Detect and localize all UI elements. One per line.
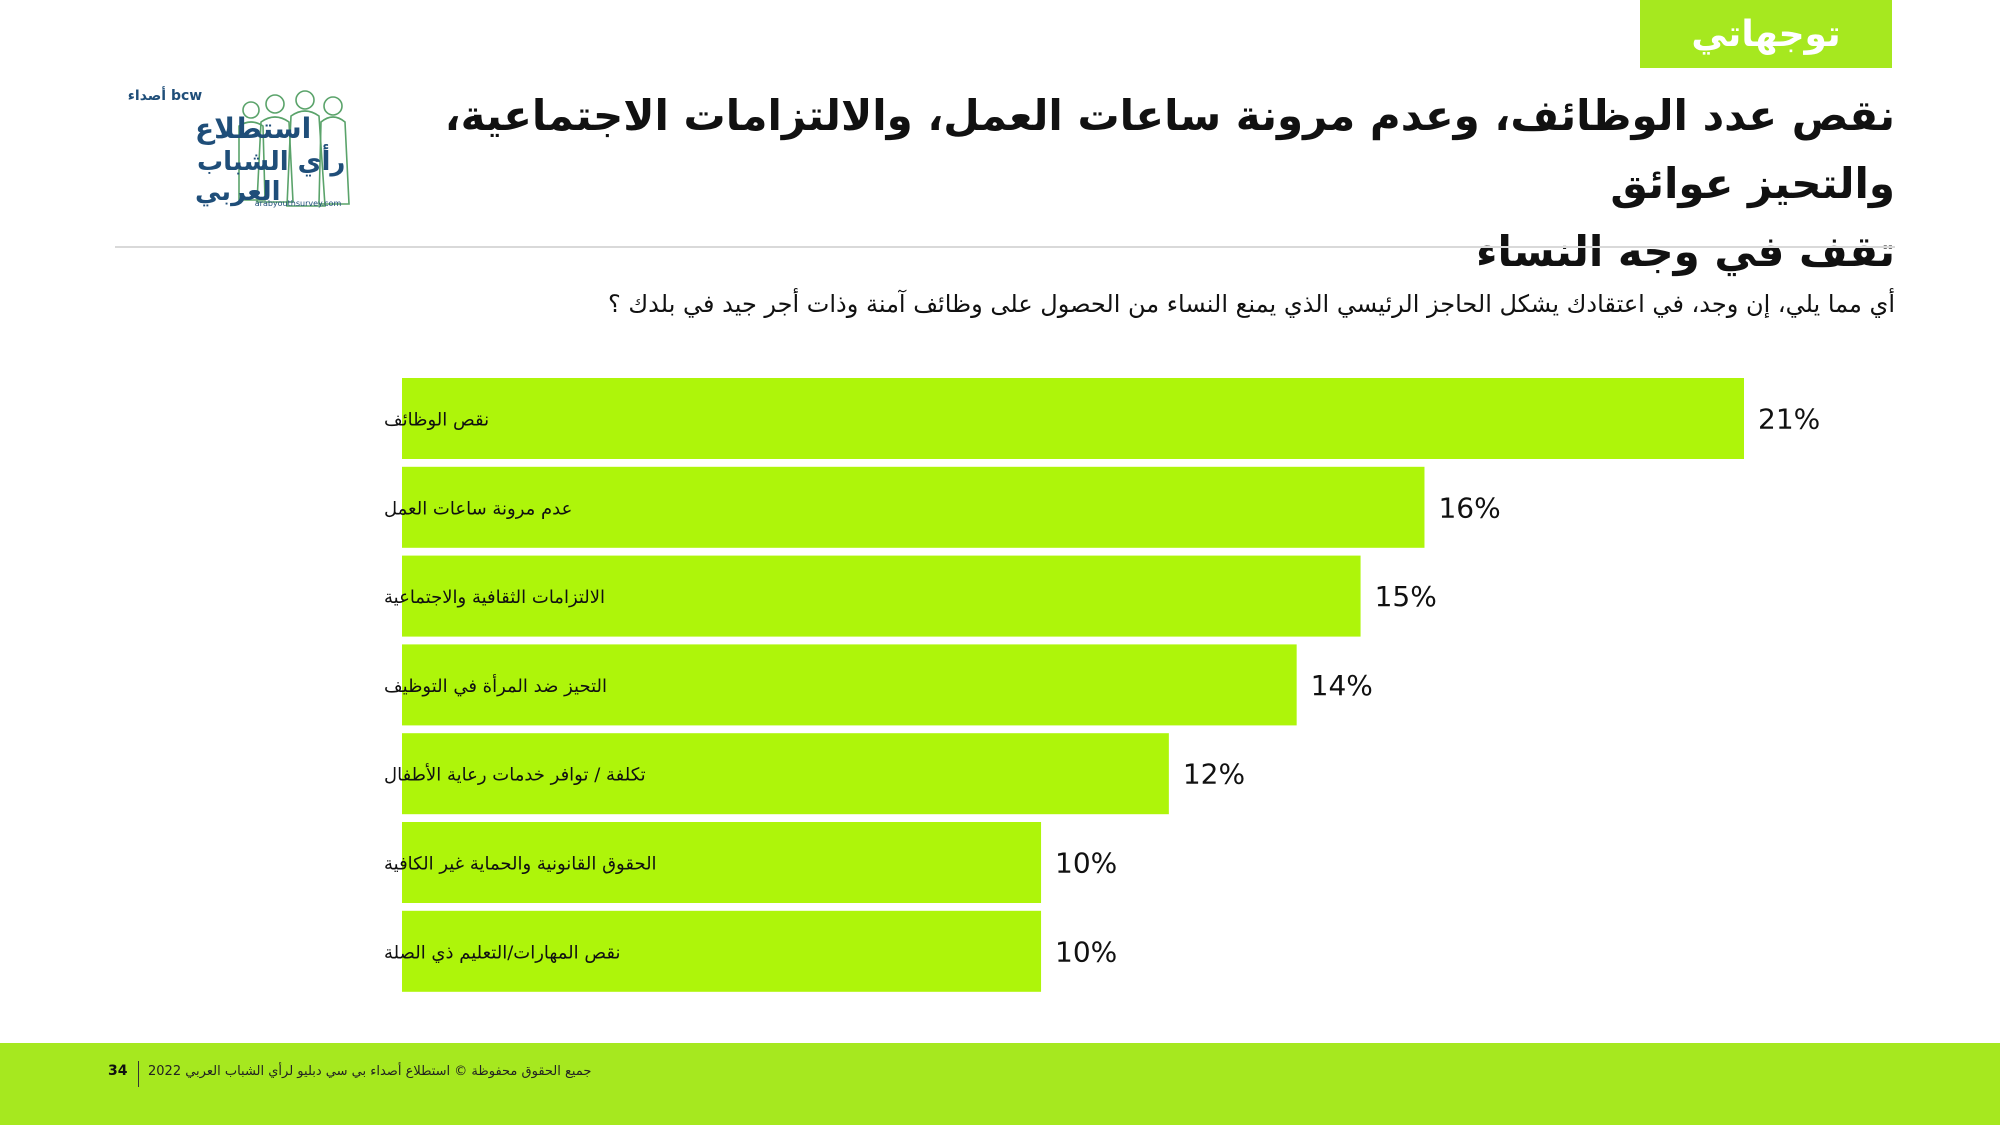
category-label-3: الالتزامات الثقافية والاجتماعية xyxy=(384,587,605,608)
page-number: 34 xyxy=(108,1063,128,1079)
bar-3 xyxy=(402,555,1361,637)
footer-separator xyxy=(138,1061,139,1087)
category-label-5: تكلفة / توافر خدمات رعاية الأطفال xyxy=(384,764,646,786)
logo-brand: bcw أصداء xyxy=(128,86,203,104)
footer: 34 جميع الحقوق محفوظة © استطلاع أصداء بي… xyxy=(0,1043,2000,1125)
title-line-1: نقص عدد الوظائف، وعدم مرونة ساعات العمل،… xyxy=(444,91,1895,208)
people-illustration-icon xyxy=(238,90,350,207)
bar-7 xyxy=(402,910,1042,992)
bar-5 xyxy=(402,733,1169,815)
logo-line-2: رأي الشباب xyxy=(197,144,345,177)
category-label-6: الحقوق القانونية والحماية غير الكافية xyxy=(384,854,657,875)
bar-6 xyxy=(402,822,1042,903)
logo-url: arabyouthsurvey.com xyxy=(255,199,342,208)
category-label-7: نقص المهارات/التعليم ذي الصلة xyxy=(384,942,621,963)
section-tag: توجهاتي xyxy=(1640,0,1892,68)
logo-line-1: استطلاع xyxy=(195,112,311,145)
category-label-4: التحيز ضد المرأة في التوظيف xyxy=(384,674,607,697)
bar-2 xyxy=(402,466,1425,548)
value-label-1: 21% xyxy=(1758,403,1820,436)
bar-chart: نقص الوظائف 21% عدم مرونة ساعات العمل 16% ال… xyxy=(384,378,1820,992)
value-label-6: 10% xyxy=(1055,847,1117,880)
value-label-4: 14% xyxy=(1311,669,1373,702)
value-label-3: 15% xyxy=(1375,580,1437,613)
value-label-2: 16% xyxy=(1438,491,1500,524)
logo-line-3: العربي xyxy=(195,177,281,207)
page-title: نقص عدد الوظائف، وعدم مرونة ساعات العمل،… xyxy=(395,82,1895,286)
bar-1 xyxy=(402,378,1744,459)
survey-question: أي مما يلي، إن وجد، في اعتقادك يشكل الحا… xyxy=(608,290,1895,318)
footer-copyright: جميع الحقوق محفوظة © استطلاع أصداء بي سي… xyxy=(148,1064,592,1079)
survey-logo: bcw أصداء استطلاع رأي الشباب العربي arab… xyxy=(128,86,350,208)
category-label-2: عدم مرونة ساعات العمل xyxy=(384,498,572,519)
header-divider xyxy=(115,246,1895,248)
value-label-7: 10% xyxy=(1055,935,1117,968)
bar-4 xyxy=(402,644,1297,726)
title-line-2: تقف في وجه النساء xyxy=(1475,227,1895,276)
value-label-5: 12% xyxy=(1183,758,1245,791)
category-label-1: نقص الوظائف xyxy=(384,410,489,431)
